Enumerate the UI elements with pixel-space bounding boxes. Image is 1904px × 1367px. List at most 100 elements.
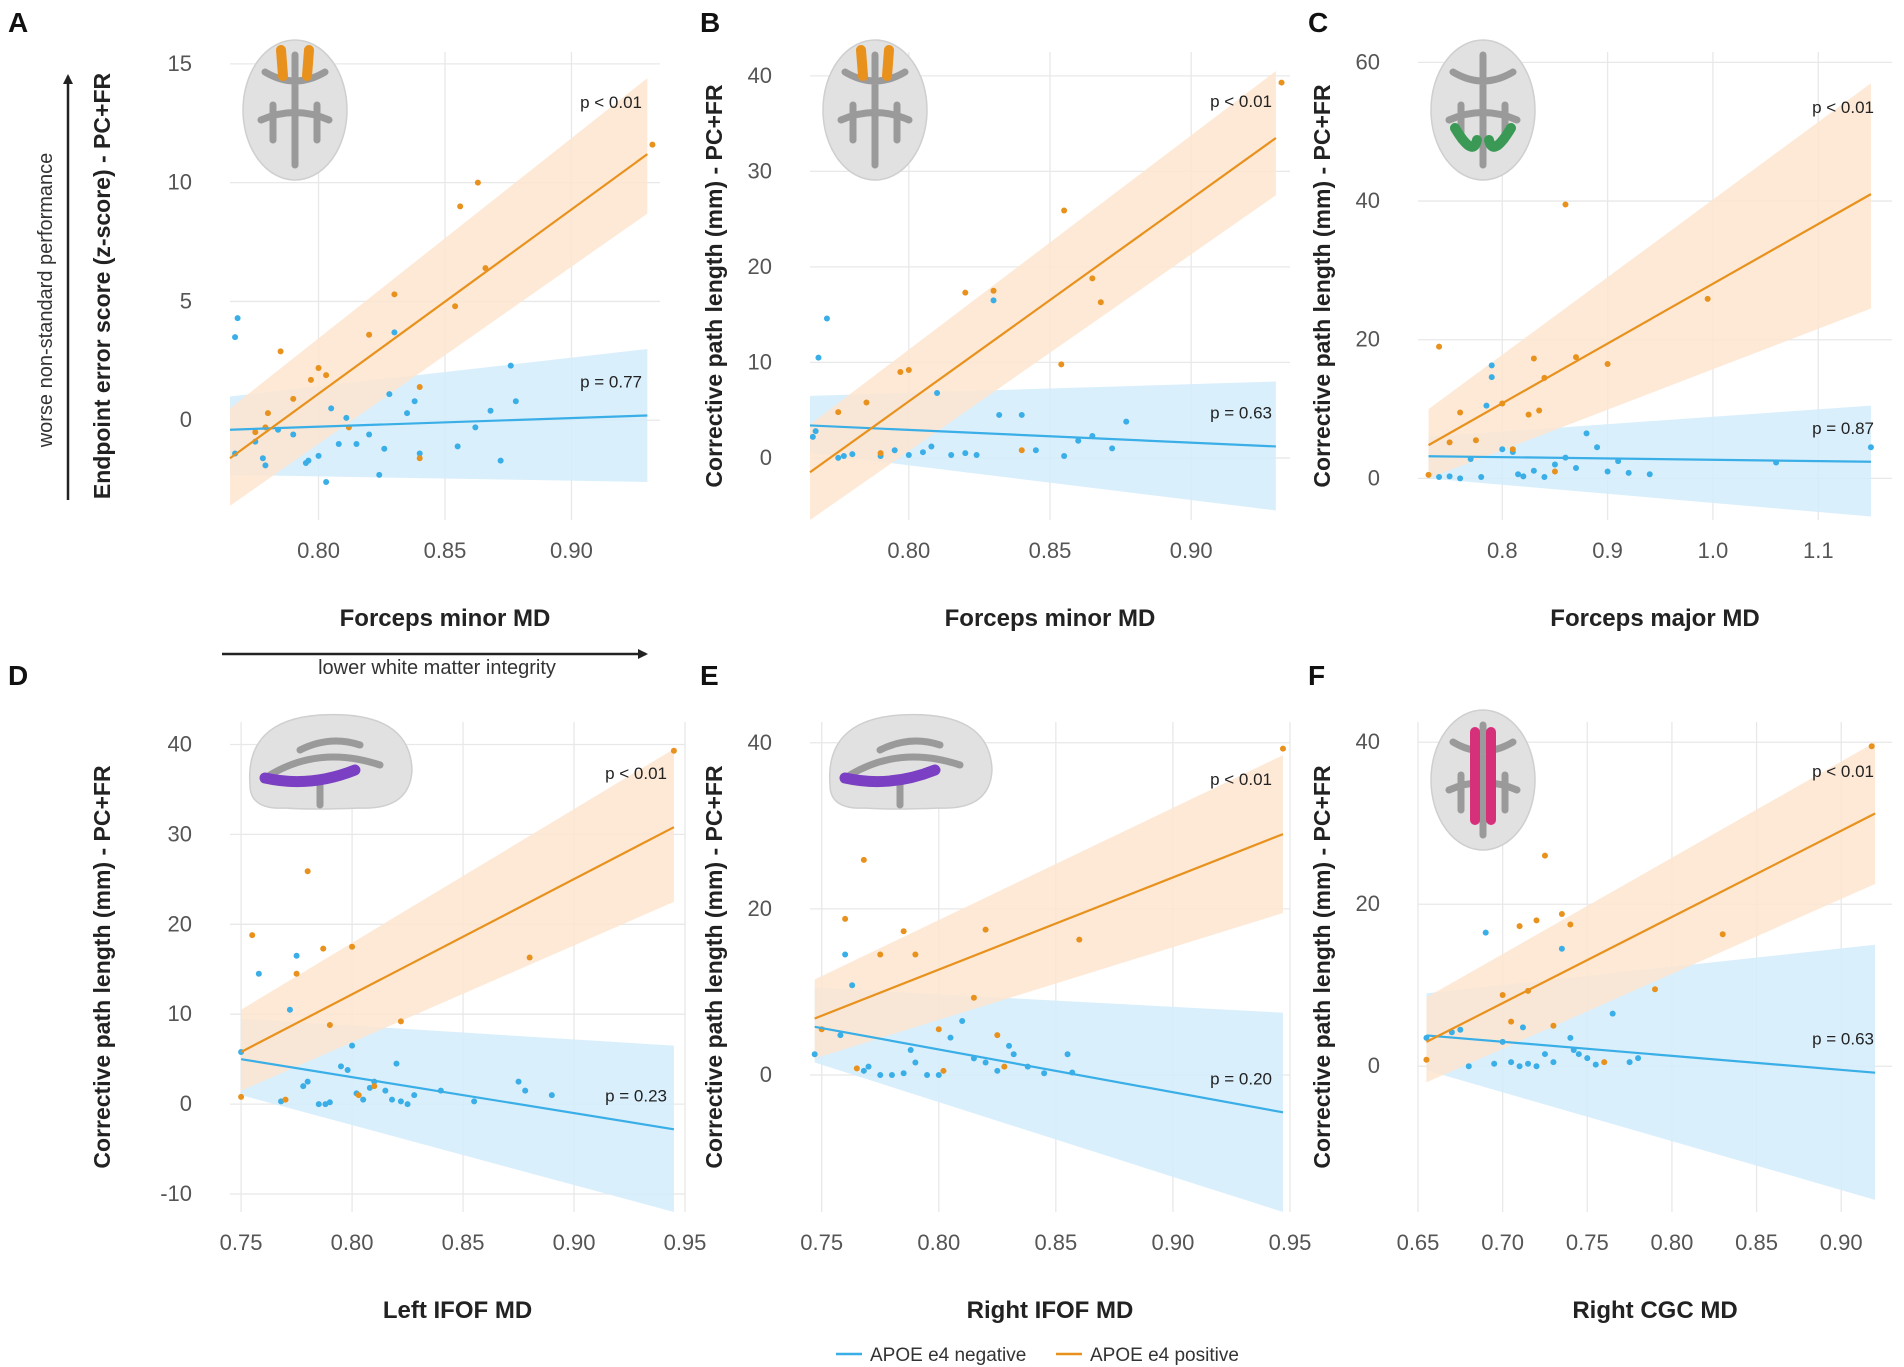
x-tick-label: 0.90 (550, 538, 593, 563)
tract-highlight (839, 764, 941, 788)
point-positive (526, 954, 533, 961)
point-negative (1594, 444, 1601, 451)
point-positive (457, 203, 464, 210)
fit-line-positive (1425, 812, 1876, 1043)
panel-e: E 0 20 40 0.75 0.80 0.85 0.90 0.95 Right IFOF MD… (700, 660, 1311, 1324)
point-positive (970, 994, 977, 1001)
point-negative (381, 445, 388, 452)
plot-area (1418, 52, 1892, 520)
point-negative (815, 354, 822, 361)
x-tick-label: 0.70 (1481, 1230, 1524, 1255)
legend-label-negative: APOE e4 negative (870, 1345, 1026, 1366)
point-negative (962, 450, 969, 457)
point-negative (1478, 474, 1485, 481)
point-negative (1075, 437, 1082, 444)
point-negative (1061, 453, 1068, 460)
point-positive (1652, 986, 1658, 993)
x-tick-label: 0.80 (887, 538, 930, 563)
point-positive (315, 364, 322, 371)
ci-band-positive (1428, 83, 1871, 479)
y-tick-label: 10 (168, 1001, 192, 1026)
point-negative (1867, 444, 1874, 451)
point-negative (300, 1083, 307, 1090)
point-negative (326, 1099, 333, 1106)
plot-area (1417, 722, 1892, 1212)
x-direction-note: lower white matter integrity (318, 657, 556, 679)
ci-band-negative (814, 987, 1283, 1212)
p-value-negative: p = 0.63 (1210, 403, 1272, 422)
y-tick-label: 0 (1368, 1053, 1380, 1078)
point-negative (1550, 1059, 1557, 1066)
x-tick-label: 1.0 (1698, 538, 1729, 563)
y-tick-label: 5 (180, 288, 192, 313)
x-tick-label: 0.90 (1820, 1230, 1863, 1255)
point-positive (990, 287, 997, 294)
brain-icon (828, 713, 993, 810)
y-axis-title: Corrective path length (mm) - PC+FR (89, 765, 115, 1169)
point-negative (404, 1101, 411, 1108)
point-positive (842, 915, 849, 922)
y-tick-label: 20 (1356, 891, 1380, 916)
panel-b: B 0 10 20 30 40 0.80 0.85 0.90 Forceps minor MD C… (700, 7, 1290, 632)
x-tick-label: 0.90 (553, 1230, 596, 1255)
point-negative (404, 410, 411, 417)
point-positive (835, 409, 842, 416)
fit-line-positive (229, 153, 649, 460)
point-positive (1472, 437, 1479, 444)
point-negative (1109, 445, 1116, 452)
y-tick-label: 0 (180, 407, 192, 432)
ci-band-negative (230, 348, 648, 482)
point-positive (1536, 407, 1543, 414)
y-tick-label: 40 (748, 730, 772, 755)
point-positive (1436, 343, 1443, 350)
point-positive (853, 1065, 860, 1072)
point-negative (1520, 473, 1527, 480)
point-negative (1516, 1063, 1523, 1070)
y-tick-label: -10 (160, 1181, 192, 1206)
x-tick-label: 0.90 (1152, 1230, 1195, 1255)
point-positive (935, 1026, 942, 1033)
x-tick-label: 0.95 (664, 1230, 707, 1255)
point-positive (249, 932, 256, 939)
point-negative (293, 952, 300, 959)
point-negative (996, 411, 1003, 418)
point-negative (454, 443, 461, 450)
point-positive (1076, 936, 1083, 943)
y-tick-label: 10 (748, 349, 772, 374)
point-negative (1584, 1055, 1591, 1062)
point-negative (337, 1063, 344, 1070)
y-tick-label: 0 (760, 1062, 772, 1087)
point-positive (1457, 409, 1464, 416)
p-value-positive: p < 0.01 (1812, 762, 1874, 781)
point-negative (1625, 469, 1632, 476)
point-positive (1089, 275, 1096, 282)
tract-highlight (259, 764, 361, 788)
point-positive (1001, 1063, 1008, 1070)
point-positive (1868, 743, 1875, 750)
point-negative (471, 1098, 478, 1105)
point-negative (1041, 1070, 1048, 1077)
tract-highlight (1450, 123, 1516, 152)
point-negative (809, 433, 816, 440)
point-negative (515, 1078, 522, 1085)
plot-area (229, 52, 660, 520)
x-tick-label: 0.65 (1397, 1230, 1440, 1255)
point-positive (649, 141, 656, 148)
point-positive (371, 1083, 378, 1090)
p-value-negative: p = 0.63 (1812, 1030, 1874, 1049)
point-positive (1567, 921, 1574, 928)
fit-line-negative (229, 414, 648, 431)
x-tick-label: 0.85 (442, 1230, 485, 1255)
tract-highlight (856, 45, 894, 81)
point-positive (277, 348, 284, 355)
point-positive (962, 289, 969, 296)
point-negative (376, 471, 383, 478)
point-negative (947, 1034, 954, 1041)
x-tick-label: 0.85 (424, 538, 467, 563)
x-tick-label: 0.85 (1735, 1230, 1778, 1255)
point-negative (1488, 362, 1495, 369)
panel-f: F 0 20 40 0.65 0.70 0.75 0.80 0.85 0.90 Right CGC… (1308, 660, 1892, 1324)
point-negative (386, 391, 393, 398)
point-negative (835, 454, 842, 461)
point-positive (1509, 446, 1516, 453)
